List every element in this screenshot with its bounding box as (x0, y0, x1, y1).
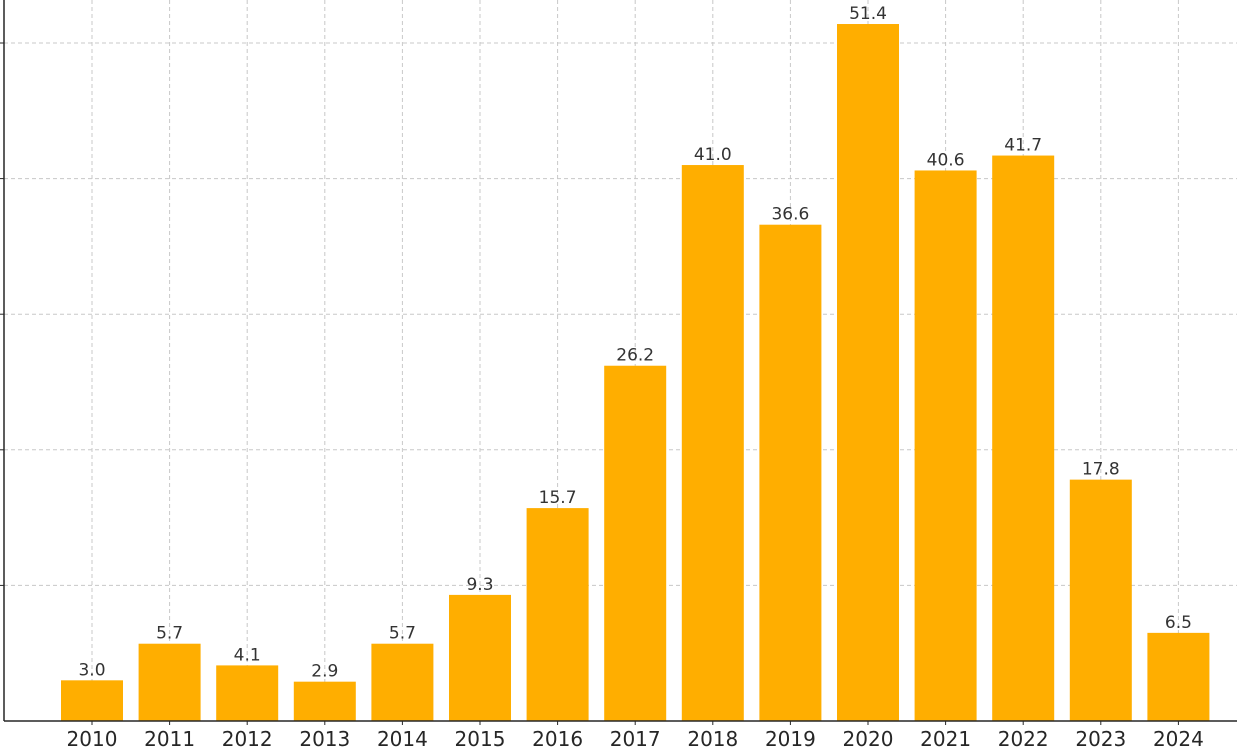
x-tick-label-2010: 2010 (67, 727, 118, 751)
bar-2016 (526, 508, 589, 721)
x-tick-label-2018: 2018 (687, 727, 738, 751)
value-label-2024: 6.5 (1165, 613, 1192, 633)
bar-2018 (681, 165, 744, 722)
x-tick-label-2016: 2016 (532, 727, 583, 751)
value-label-2010: 3.0 (78, 660, 105, 680)
value-labels-layer: 3.0 5.7 4.1 2.9 5.7 9.3 15.7 26.2 41.0 36.6 51.4 40… (78, 4, 1191, 682)
bar-2022 (992, 155, 1055, 722)
bar-2010 (61, 680, 123, 721)
bar-2024 (1147, 632, 1210, 721)
value-label-2011: 5.7 (156, 624, 183, 644)
x-tick-label-2019: 2019 (765, 727, 816, 751)
bar-2023 (1069, 479, 1132, 721)
x-tick-label-2020: 2020 (843, 727, 894, 751)
value-label-2013: 2.9 (311, 662, 338, 682)
value-label-2015: 9.3 (466, 575, 493, 595)
bar-2012 (216, 665, 279, 721)
bar-2017 (604, 365, 667, 721)
value-label-2019: 36.6 (771, 205, 809, 225)
value-label-2018: 41.0 (694, 145, 732, 165)
x-tick-label-2015: 2015 (455, 727, 506, 751)
value-label-2021: 40.6 (927, 150, 965, 170)
bar-2015 (449, 594, 511, 721)
x-tick-label-2021: 2021 (920, 727, 971, 751)
value-label-2016: 15.7 (539, 488, 577, 508)
bar-2011 (138, 643, 201, 721)
x-tick-label-2017: 2017 (610, 727, 661, 751)
x-tick-labels-layer: 2010 2011 2012 2013 2014 2015 2016 2017 2018 2019… (67, 727, 1204, 751)
axis-layer (0, 0, 1237, 725)
x-tick-label-2013: 2013 (299, 727, 350, 751)
value-label-2017: 26.2 (616, 346, 654, 366)
x-tick-label-2023: 2023 (1075, 727, 1126, 751)
bar-2020 (837, 24, 899, 722)
bar-2014 (371, 643, 434, 721)
value-label-2014: 5.7 (389, 624, 416, 644)
x-tick-label-2012: 2012 (222, 727, 273, 751)
x-tick-label-2024: 2024 (1153, 727, 1204, 751)
bar-2021 (914, 170, 977, 722)
bar-2013 (293, 681, 356, 721)
value-label-2012: 4.1 (234, 645, 261, 665)
x-tick-label-2014: 2014 (377, 727, 428, 751)
value-label-2022: 41.7 (1004, 136, 1042, 156)
x-tick-label-2011: 2011 (144, 727, 195, 751)
bars-layer (61, 24, 1210, 722)
value-label-2023: 17.8 (1082, 460, 1120, 480)
x-tick-label-2022: 2022 (998, 727, 1049, 751)
bar-2019 (759, 224, 822, 722)
value-label-2020: 51.4 (849, 4, 887, 24)
